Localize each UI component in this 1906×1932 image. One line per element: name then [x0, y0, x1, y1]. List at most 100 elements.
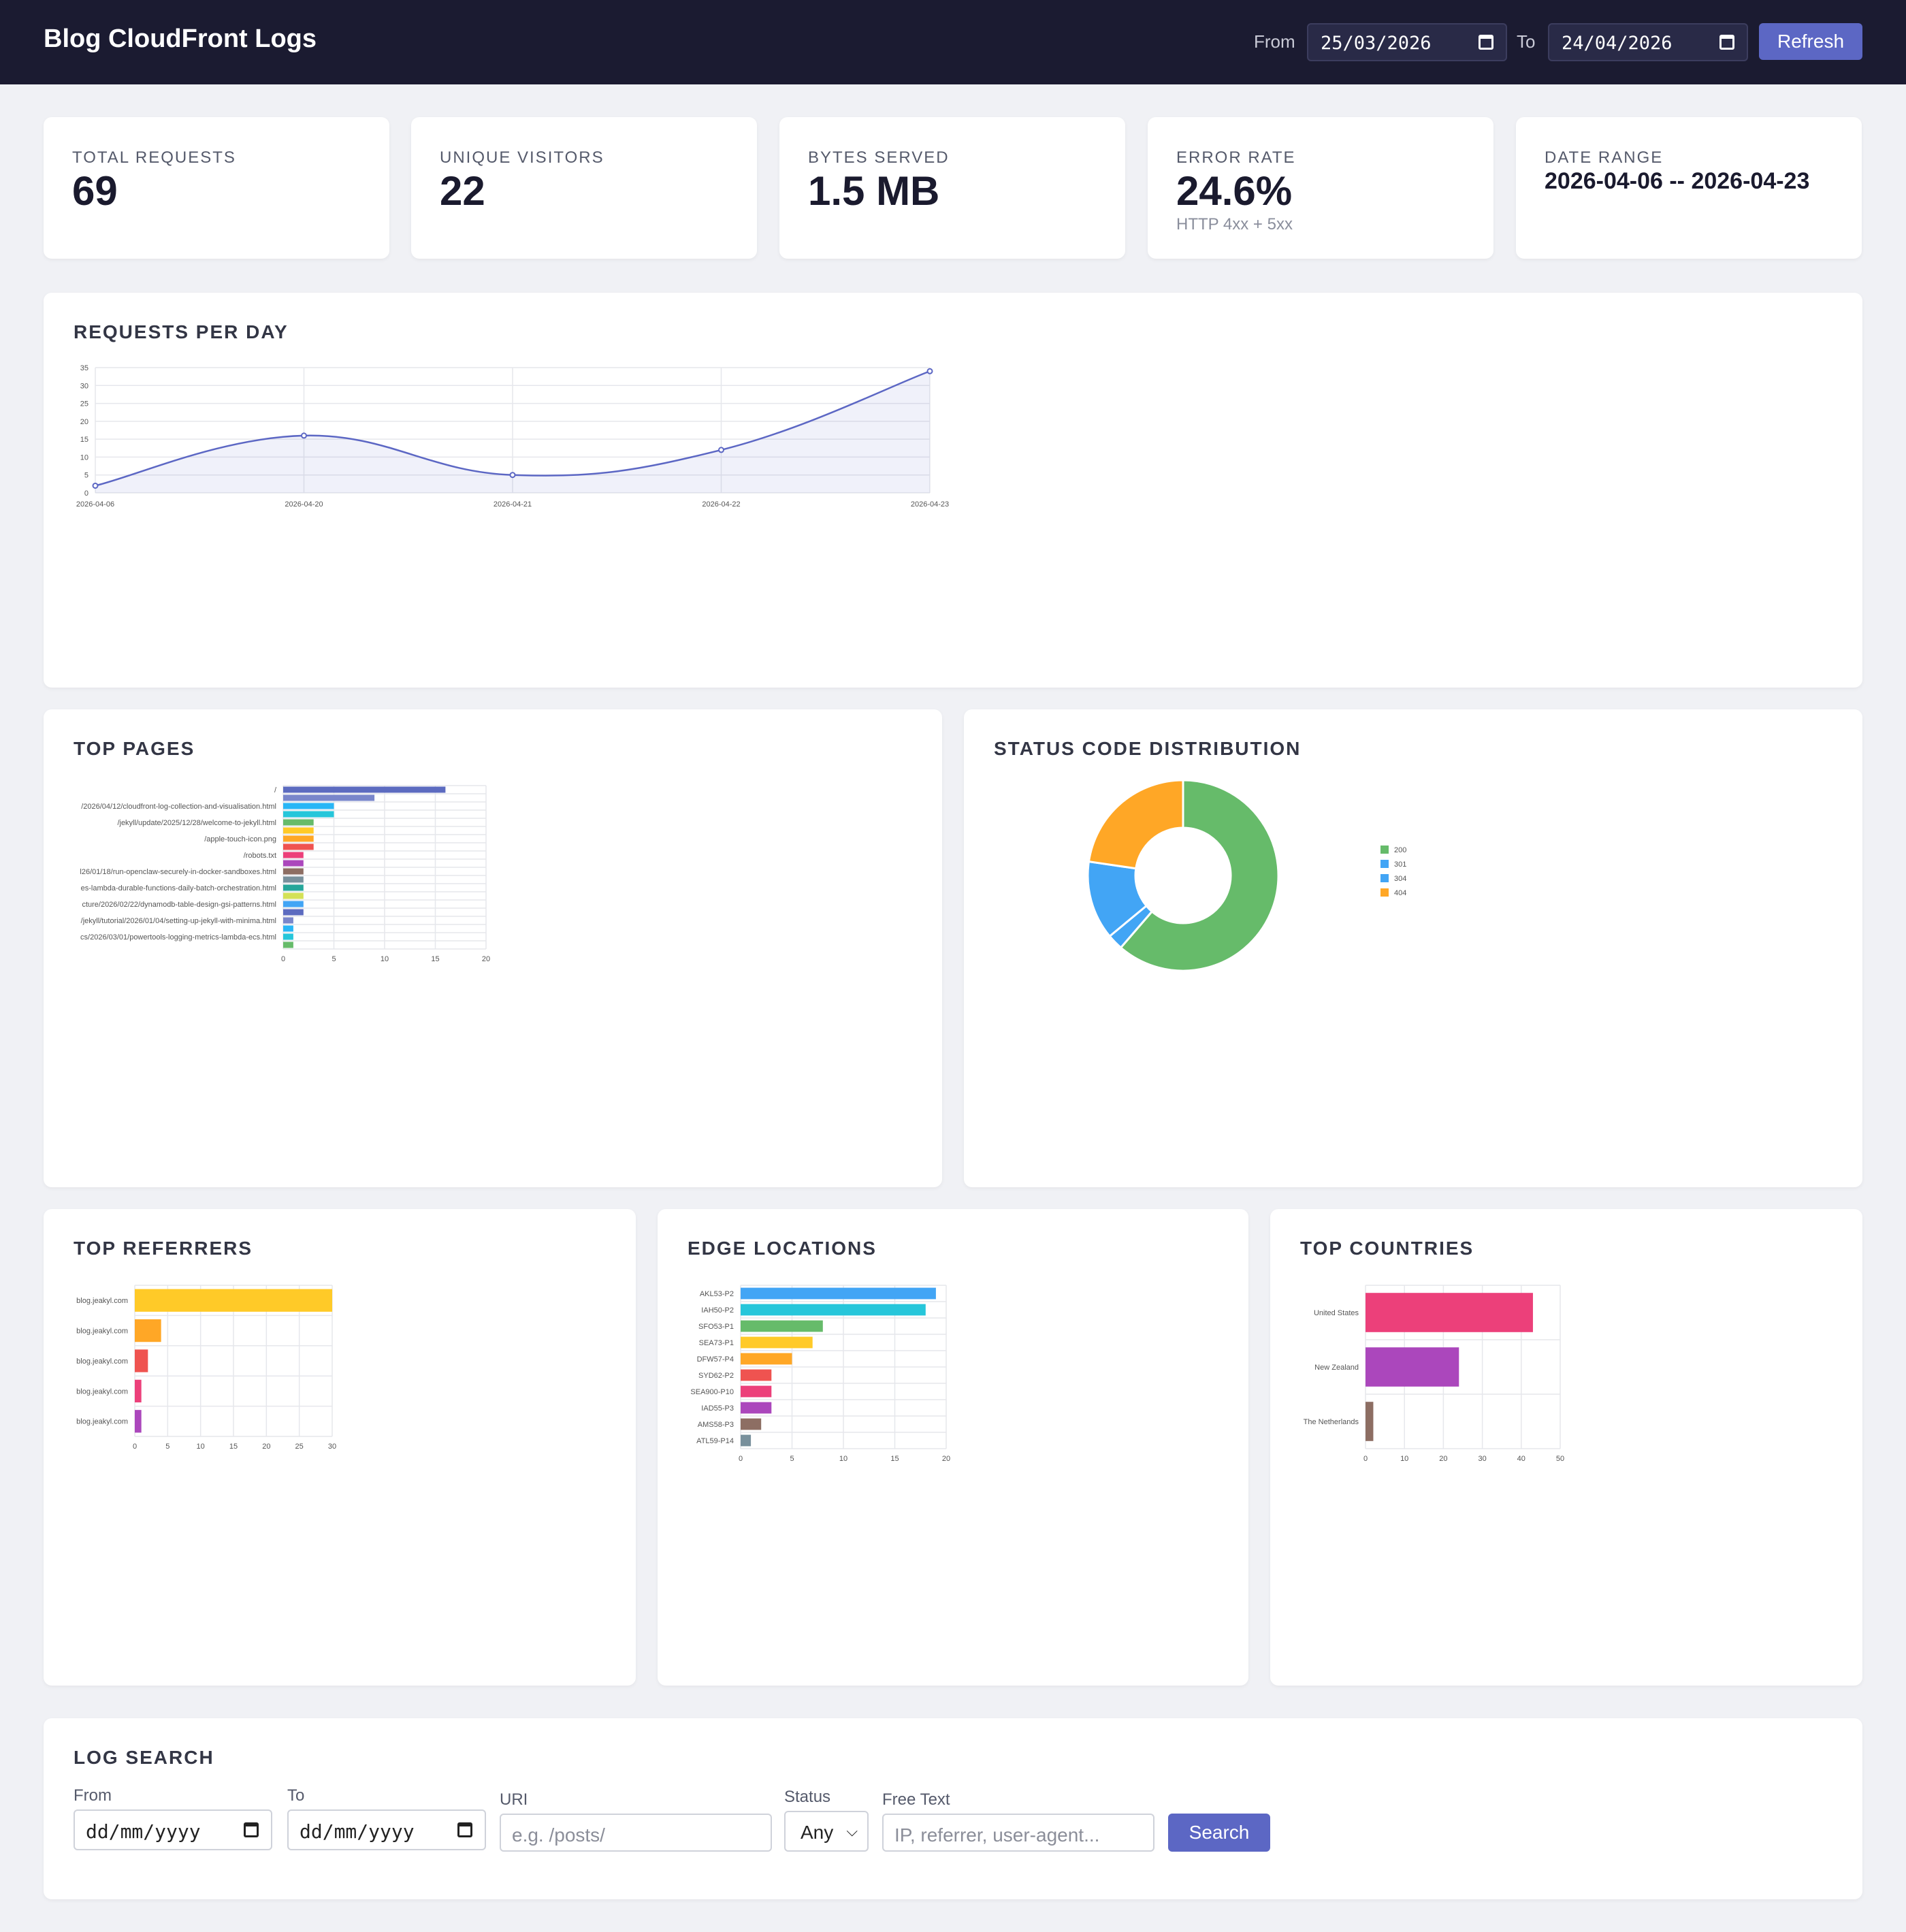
status-code-chart: 200 301 304 404 — [1086, 779, 1406, 972]
y-tick-label: 5 — [84, 472, 88, 480]
calendar-icon[interactable] — [1719, 35, 1734, 50]
stat-card-unique-visitors: UNIQUE VISITORS 22 — [411, 117, 757, 259]
stat-card-error-rate: ERROR RATE 24.6% HTTP 4xx + 5xx — [1148, 117, 1493, 259]
stat-value: 1.5 MB — [808, 168, 940, 214]
free-text-input[interactable]: IP, referrer, user-agent... — [882, 1814, 1154, 1852]
x-tick-label: 5 — [790, 1455, 794, 1463]
stat-card-bytes-served: BYTES SERVED 1.5 MB — [779, 117, 1125, 259]
y-tick-label: blog.jeakyl.com — [76, 1357, 128, 1366]
y-tick-label: blog.jeakyl.com — [76, 1297, 128, 1305]
status-label: Status — [784, 1788, 831, 1806]
search-button[interactable]: Search — [1168, 1814, 1270, 1852]
top-countries-card: TOP COUNTRIES 0 10 20 30 40 50 United States Ne… — [1270, 1209, 1862, 1686]
bar — [741, 1320, 823, 1332]
bar — [135, 1289, 332, 1312]
y-tick-label: ATL59-P14 — [696, 1437, 734, 1445]
bar — [741, 1418, 762, 1430]
bar — [283, 884, 304, 891]
x-tick-label: 0 — [739, 1455, 743, 1463]
y-tick-label: blog.jeakyl.com — [76, 1418, 128, 1426]
from-date-input[interactable]: 25/03/2026 — [1307, 23, 1507, 61]
y-tick-label: New Zealand — [1314, 1364, 1359, 1372]
x-tick-label: 2026-04-21 — [494, 500, 532, 509]
requests-per-day-chart: 0 5 10 15 20 25 30 35 2026-04-06 2026-04-20 2026-0… — [76, 364, 949, 509]
x-tick-label: 5 — [165, 1443, 169, 1451]
x-tick-label: 10 — [839, 1455, 847, 1463]
bar — [283, 933, 293, 940]
calendar-icon[interactable] — [244, 1822, 259, 1837]
log-search-card: LOG SEARCH From dd/mm/yyyy To dd/mm/yyyy… — [44, 1718, 1862, 1899]
x-tick-label: 40 — [1517, 1455, 1525, 1463]
x-tick-label: 2026-04-22 — [702, 500, 740, 509]
chevron-down-icon: ⌵ — [846, 1822, 858, 1839]
y-tick-label: blog.jeakyl.com — [76, 1327, 128, 1335]
legend-swatch — [1380, 860, 1389, 868]
stat-card-total-requests: TOTAL REQUESTS 69 — [44, 117, 389, 259]
status-codes-card: STATUS CODE DISTRIBUTION 200 301 304 404 — [964, 709, 1862, 1187]
top-countries-chart: 0 10 20 30 40 50 United States New Zealand The N… — [1304, 1285, 1564, 1463]
x-tick-label: 0 — [1363, 1455, 1368, 1463]
y-tick-label: 30 — [80, 382, 88, 390]
x-tick-label: 20 — [482, 955, 490, 963]
y-tick-label: /apple-touch-icon.png — [204, 835, 276, 843]
calendar-icon[interactable] — [1479, 35, 1493, 50]
y-tick-label: /jekyll/update/2025/12/28/welcome-to-jek… — [117, 819, 276, 827]
bar — [135, 1379, 142, 1403]
card-title: TOP PAGES — [74, 738, 195, 759]
bar — [283, 835, 314, 842]
legend-label: 404 — [1394, 889, 1406, 897]
bar — [135, 1410, 142, 1433]
search-to-date-input[interactable]: dd/mm/yyyy — [287, 1809, 486, 1850]
status-select[interactable]: Any ⌵ — [784, 1811, 869, 1852]
status-select-value: Any — [801, 1822, 834, 1843]
legend-label: 301 — [1394, 860, 1406, 869]
bar — [741, 1304, 926, 1316]
from-label: From — [74, 1786, 112, 1805]
y-tick-label: /2026/04/12/cloudfront-log-collection-an… — [81, 803, 276, 811]
data-point — [301, 432, 307, 439]
from-label: From — [1254, 31, 1295, 52]
edge-locations-chart: 0 5 10 15 20 AKL53-P2 IAH50-P2 SFO53-P1 SEA73-P1… — [690, 1285, 950, 1463]
x-tick-label: 10 — [1400, 1455, 1408, 1463]
bar — [283, 843, 314, 850]
stat-label: UNIQUE VISITORS — [440, 148, 604, 167]
bar — [283, 901, 304, 907]
y-tick-label: /jekyll/tutorial/2026/01/04/setting-up-j… — [81, 917, 276, 925]
search-from-date-input[interactable]: dd/mm/yyyy — [74, 1809, 272, 1850]
y-tick-label: SFO53-P1 — [698, 1323, 734, 1331]
x-tick-label: 0 — [133, 1443, 137, 1451]
y-tick-label: cture/2026/02/22/dynamodb-table-design-g… — [82, 901, 276, 909]
to-label: To — [287, 1786, 305, 1805]
bar — [741, 1287, 936, 1300]
bar — [741, 1385, 772, 1398]
to-date-input[interactable]: 24/04/2026 — [1548, 23, 1748, 61]
y-tick-label: IAH50-P2 — [701, 1306, 734, 1315]
bar — [283, 811, 334, 818]
bar — [741, 1369, 772, 1381]
y-tick-label: United States — [1314, 1309, 1359, 1317]
card-title: LOG SEARCH — [74, 1747, 214, 1768]
y-tick-label: 20 — [80, 418, 88, 426]
legend-swatch — [1380, 874, 1389, 882]
pie-slice — [1087, 779, 1184, 870]
y-tick-label: / — [274, 786, 277, 794]
calendar-icon[interactable] — [457, 1822, 472, 1837]
bar — [741, 1353, 792, 1365]
legend-swatch — [1380, 888, 1389, 897]
top-bar: Blog CloudFront Logs From 25/03/2026 To … — [0, 0, 1906, 84]
stat-value: 24.6% — [1176, 168, 1293, 214]
x-tick-label: 10 — [381, 955, 389, 963]
bar — [283, 852, 304, 858]
bar — [1366, 1293, 1533, 1332]
refresh-button[interactable]: Refresh — [1759, 23, 1862, 60]
y-tick-label: 0 — [84, 489, 88, 498]
stat-subtext: HTTP 4xx + 5xx — [1176, 215, 1293, 234]
stat-card-date-range: DATE RANGE 2026-04-06 -- 2026-04-23 — [1516, 117, 1862, 259]
top-pages-chart: 0 5 10 15 20 / /2026/04/12/cloudfront-log-coll… — [80, 785, 490, 963]
bar — [283, 803, 334, 809]
bar — [741, 1434, 752, 1447]
bar — [135, 1319, 161, 1342]
bar — [283, 868, 304, 875]
y-tick-label: l26/01/18/run-openclaw-securely-in-docke… — [80, 868, 276, 876]
uri-input[interactable]: e.g. /posts/ — [500, 1814, 772, 1852]
